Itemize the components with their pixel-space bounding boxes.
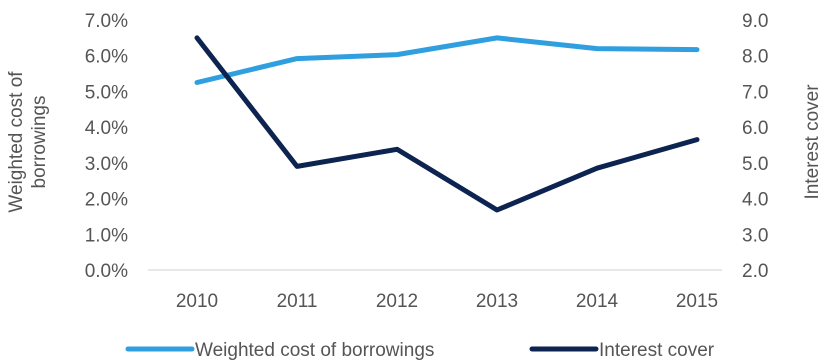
legend: Weighted cost of borrowings Interest cove… — [125, 340, 715, 361]
series-line-2 — [194, 35, 700, 213]
left-y-tick-label: 4.0% — [85, 118, 128, 139]
right-y-tick-label: 8.0 — [742, 47, 768, 68]
series-lines — [194, 35, 700, 213]
left-y-tick-label: 1.0% — [85, 225, 128, 246]
series-line-1 — [194, 35, 700, 85]
right-y-tick-label: 9.0 — [742, 11, 768, 32]
x-tick-label: 2010 — [176, 291, 218, 312]
right-y-tick-label: 7.0 — [742, 82, 768, 103]
x-ticks: 2010 2011 2012 2013 2014 2015 — [176, 291, 718, 312]
left-y-ticks: 0.0% 1.0% 2.0% 3.0% 4.0% 5.0% 6.0% 7.0% — [85, 11, 128, 282]
right-y-tick-label: 6.0 — [742, 118, 768, 139]
left-y-tick-label: 5.0% — [85, 82, 128, 103]
right-y-tick-label: 3.0 — [742, 225, 768, 246]
left-y-tick-label: 7.0% — [85, 11, 128, 32]
x-tick-label: 2015 — [676, 291, 718, 312]
legend-label: Weighted cost of borrowings — [195, 340, 434, 361]
right-y-tick-label: 4.0 — [742, 190, 768, 211]
left-y-tick-label: 3.0% — [85, 154, 128, 175]
right-y-tick-label: 2.0 — [742, 261, 768, 282]
left-y-tick-label: 2.0% — [85, 190, 128, 211]
x-tick-label: 2013 — [476, 291, 518, 312]
left-axis-title: Weighted cost of borrowings — [6, 71, 50, 213]
left-y-tick-label: 6.0% — [85, 47, 128, 68]
left-y-tick-label: 0.0% — [85, 261, 128, 282]
x-tick-label: 2014 — [576, 291, 619, 312]
right-y-tick-label: 5.0 — [742, 154, 768, 175]
x-tick-label: 2012 — [376, 291, 418, 312]
legend-label: Interest cover — [599, 340, 715, 361]
right-y-ticks: 2.0 3.0 4.0 5.0 6.0 7.0 8.0 9.0 — [742, 11, 768, 282]
right-axis-title: Interest cover — [802, 84, 823, 200]
x-tick-label: 2011 — [277, 291, 318, 312]
